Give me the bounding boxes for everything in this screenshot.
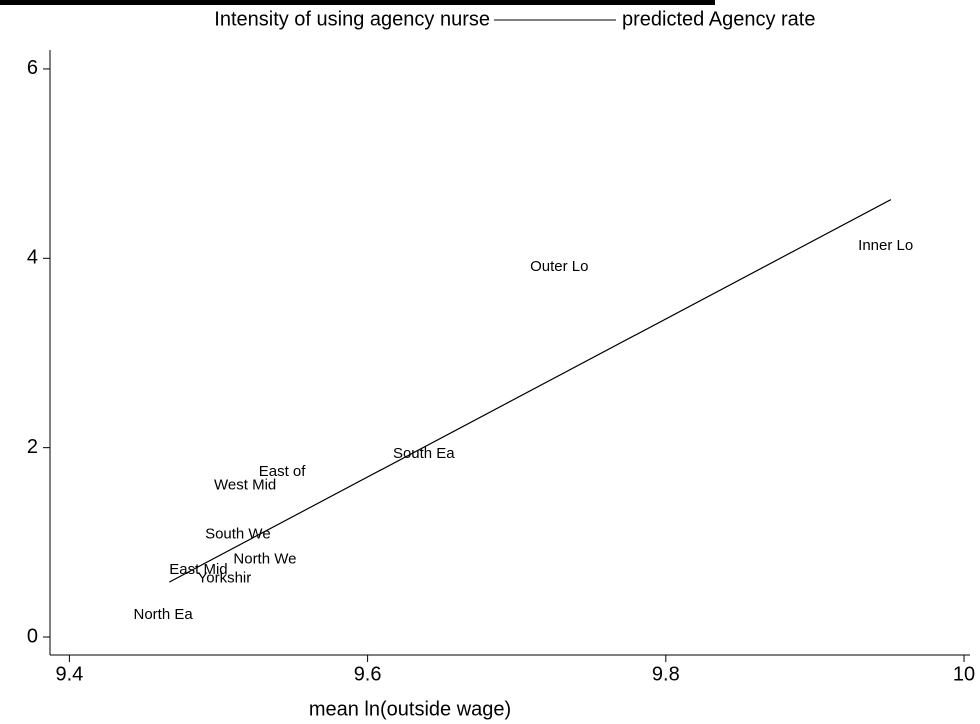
point-label: North Ea [134,606,194,623]
point-label: Inner Lo [858,237,913,254]
fit-line [169,199,892,583]
point-label: Outer Lo [530,258,588,275]
x-tick-label: 9.6 [354,663,382,685]
point-label: West Mid [214,476,276,493]
legend-label: predicted Agency rate [622,8,815,30]
legend-label: Intensity of using agency nurse [214,8,490,30]
point-label: East Mid [169,561,227,578]
y-tick-label: 0 [27,625,38,647]
x-tick-label: 9.4 [55,663,83,685]
y-tick-label: 4 [27,247,38,269]
point-label: North We [233,550,296,567]
point-label: South We [205,526,271,543]
legend-border [0,0,715,5]
point-label: East of [259,463,307,480]
point-label: Yorkshir [198,569,252,586]
x-tick-label: 10 [953,663,975,685]
y-tick-label: 2 [27,436,38,458]
y-tick-label: 6 [27,57,38,79]
x-tick-label: 9.8 [652,663,680,685]
x-axis-label: mean ln(outside wage) [309,698,511,720]
point-label: South Ea [393,445,455,462]
